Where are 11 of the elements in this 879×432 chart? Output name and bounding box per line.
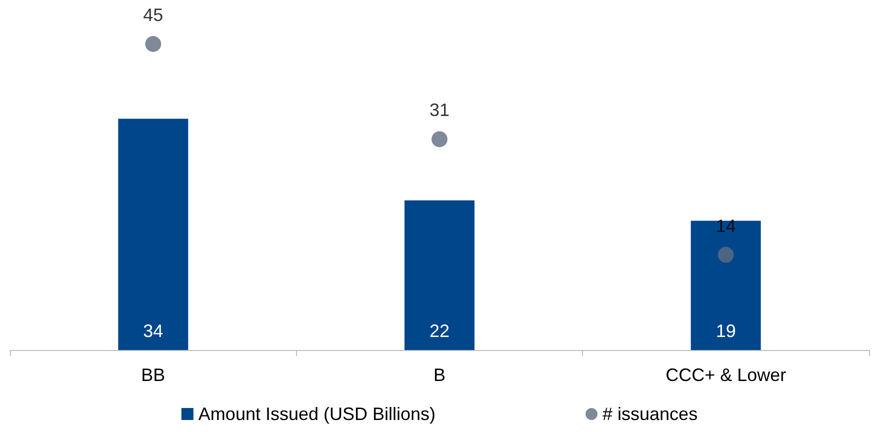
data-label: 45	[143, 5, 164, 25]
legend-label: Amount Issued (USD Billions)	[198, 404, 436, 424]
legend-label: # issuances	[602, 404, 698, 424]
x-tick-label: BB	[141, 365, 166, 385]
x-tick-label: CCC+ & Lower	[666, 365, 786, 385]
data-label: 19	[716, 321, 736, 341]
data-label: 34	[143, 321, 164, 341]
data-label: 22	[429, 321, 450, 341]
data-label: 31	[429, 100, 450, 120]
data-label: 14	[716, 216, 736, 236]
x-tick-label: B	[433, 365, 446, 385]
